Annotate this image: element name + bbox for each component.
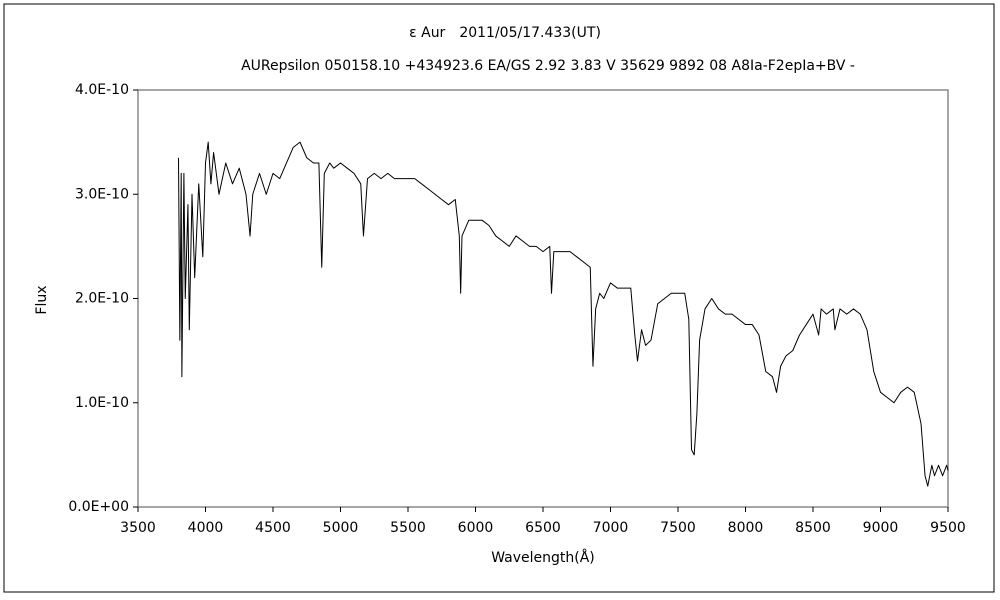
chart-title: ε Aur 2011/05/17.433(UT) bbox=[409, 25, 601, 41]
x-tick-label: 7500 bbox=[660, 520, 696, 536]
y-axis-label: Flux bbox=[34, 285, 50, 314]
y-tick-label: 0.0E+00 bbox=[68, 499, 129, 515]
spectrum-line bbox=[178, 141, 949, 487]
x-tick-label: 6500 bbox=[525, 520, 561, 536]
chart-frame bbox=[3, 3, 995, 593]
x-tick-label: 5000 bbox=[323, 520, 359, 536]
chart-subtitle: AURepsilon 050158.10 +434923.6 EA/GS 2.9… bbox=[241, 58, 855, 74]
x-tick-label: 9000 bbox=[863, 520, 899, 536]
x-tick-label: 5500 bbox=[390, 520, 426, 536]
x-tick-label: 8000 bbox=[728, 520, 764, 536]
x-tick-label: 9500 bbox=[930, 520, 966, 536]
x-tick-label: 8500 bbox=[795, 520, 831, 536]
x-tick-label: 7000 bbox=[593, 520, 629, 536]
x-tick-label: 4000 bbox=[188, 520, 224, 536]
y-tick-label: 2.0E-10 bbox=[75, 291, 129, 307]
x-axis-label: Wavelength(Å) bbox=[491, 549, 595, 566]
y-tick-label: 1.0E-10 bbox=[75, 395, 129, 411]
x-tick-label: 3500 bbox=[120, 520, 156, 536]
x-tick-label: 4500 bbox=[255, 520, 291, 536]
y-tick-label: 3.0E-10 bbox=[75, 186, 129, 202]
x-tick-label: 6000 bbox=[458, 520, 494, 536]
y-tick-label: 4.0E-10 bbox=[75, 82, 129, 98]
